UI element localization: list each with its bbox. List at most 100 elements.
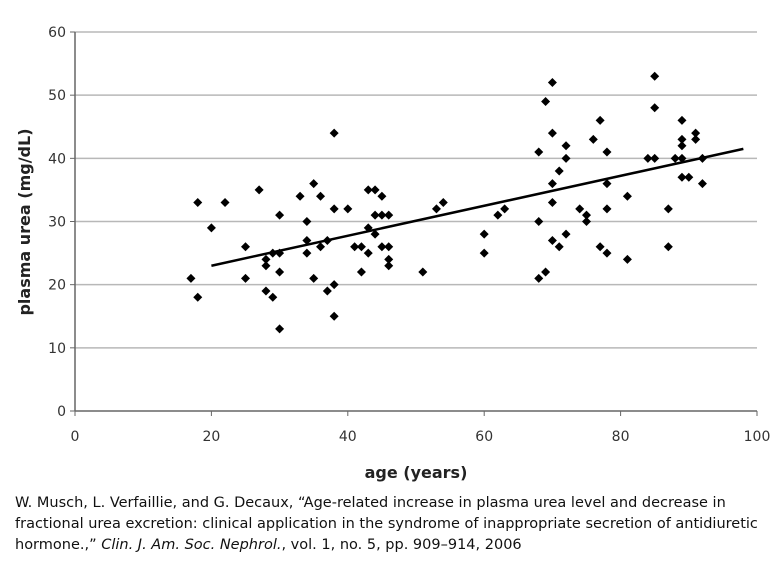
data-point (329, 280, 339, 290)
y-tick-label: 30 (48, 215, 66, 231)
data-point (384, 261, 394, 271)
y-axis-label: plasma urea (mg/dL) (15, 128, 34, 315)
data-point (541, 267, 551, 277)
data-point (582, 217, 591, 226)
data-point (241, 273, 250, 283)
data-point (602, 147, 612, 157)
data-point (547, 78, 557, 88)
data-point (431, 204, 441, 214)
data-point (350, 242, 360, 252)
trend-line (211, 147, 744, 267)
y-tick-label: 20 (48, 278, 66, 294)
citation-journal: Clin. J. Am. Soc. Nephrol. (101, 537, 282, 553)
data-point (261, 286, 271, 296)
data-point (329, 311, 339, 321)
data-point (370, 185, 380, 195)
x-tick-label: 20 (202, 429, 220, 445)
data-point (384, 254, 394, 264)
data-point (322, 286, 332, 296)
data-point (356, 267, 366, 277)
data-point (261, 254, 271, 264)
data-point (186, 273, 196, 283)
scatter-chart: 0 10 20 30 40 50 60 0 20 40 60 80 100 age (years) pl… (15, 25, 771, 482)
data-point (622, 254, 632, 264)
data-point (479, 229, 489, 239)
data-point (534, 273, 544, 283)
data-point (697, 179, 707, 189)
data-point (438, 198, 448, 208)
data-point (547, 235, 557, 245)
data-point (595, 115, 605, 125)
data-point (479, 248, 489, 258)
data-point (377, 242, 387, 252)
data-point (261, 261, 271, 271)
data-point (329, 204, 339, 214)
data-point (691, 128, 701, 138)
data-point (343, 204, 353, 214)
data-point (677, 172, 687, 182)
data-point (561, 229, 571, 239)
data-point (275, 324, 285, 334)
data-point (206, 223, 216, 233)
data-point (547, 179, 557, 189)
data-point (268, 292, 278, 302)
data-point (241, 242, 250, 252)
data-point (370, 229, 380, 239)
data-point (602, 204, 612, 214)
data-point (302, 235, 312, 245)
data-point (554, 166, 564, 176)
data-point (663, 204, 673, 214)
data-point (193, 198, 203, 208)
y-tick-label: 60 (48, 25, 66, 41)
data-point (670, 153, 680, 163)
data-point (622, 191, 632, 201)
data-point (275, 267, 285, 277)
data-point (554, 242, 564, 252)
data-point (602, 248, 612, 258)
x-tick-label: 0 (71, 429, 80, 445)
data-point (275, 210, 285, 220)
x-tick-label: 60 (475, 429, 493, 445)
x-tick-label: 40 (339, 429, 357, 445)
data-point (684, 172, 694, 182)
data-point (356, 242, 366, 252)
data-point (302, 217, 312, 226)
x-axis-label: age (years) (365, 463, 468, 482)
x-tick-label: 80 (612, 429, 630, 445)
data-point (220, 198, 230, 208)
data-point (377, 191, 387, 201)
data-point (309, 179, 319, 189)
data-point (254, 185, 264, 195)
data-point (677, 115, 687, 125)
data-point (384, 242, 394, 252)
data-point (309, 273, 319, 283)
citation-authors-title: W. Musch, L. Verfaillie, and G. Decaux, … (15, 495, 758, 553)
data-point (500, 204, 510, 214)
data-point (650, 103, 660, 113)
data-point (534, 217, 544, 226)
citation-details: , vol. 1, no. 5, pp. 909–914, 2006 (281, 537, 522, 553)
citation: W. Musch, L. Verfaillie, and G. Decaux, … (15, 493, 775, 556)
data-point (561, 141, 571, 151)
data-point (493, 210, 503, 220)
data-point (547, 198, 557, 208)
x-tick-label: 100 (744, 429, 771, 445)
data-point (363, 185, 373, 195)
y-tick-label: 40 (48, 151, 66, 167)
data-point (677, 134, 687, 144)
y-tick-label: 50 (48, 88, 66, 104)
data-point (316, 191, 326, 201)
data-point (588, 134, 598, 144)
data-point (650, 71, 660, 81)
data-point (370, 210, 380, 220)
data-point (561, 153, 571, 163)
data-point (193, 292, 203, 302)
data-point (643, 153, 653, 163)
data-point (575, 204, 585, 214)
data-point (384, 210, 394, 220)
data-point (363, 248, 373, 258)
data-point (677, 141, 687, 151)
data-point (541, 96, 551, 106)
data-point (547, 128, 557, 138)
data-point (302, 248, 312, 258)
